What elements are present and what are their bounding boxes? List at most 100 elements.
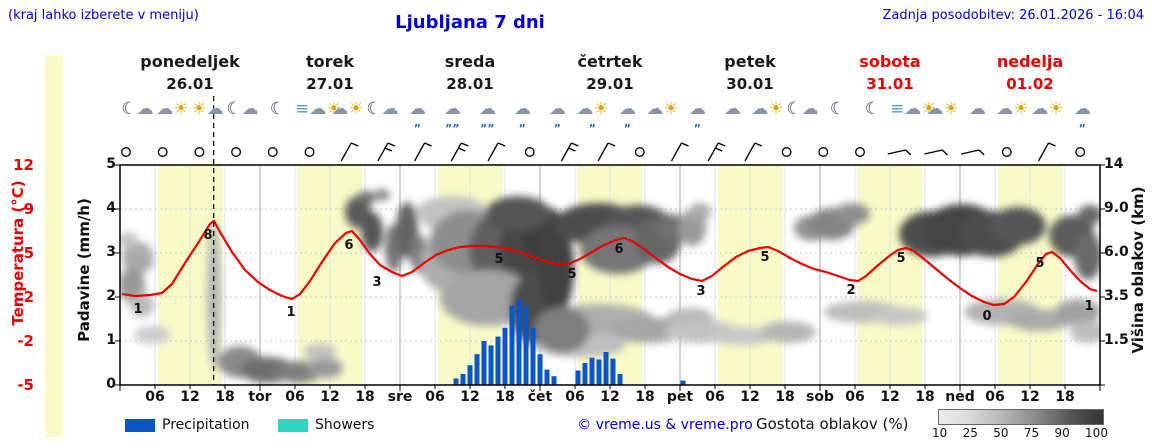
wind-barb-icon — [754, 142, 763, 147]
wind-barb-icon — [350, 142, 359, 147]
temperature-tick-label: 2 — [23, 288, 34, 306]
day-header: sobota 31.01 — [820, 52, 960, 93]
temperature-value-label: 3 — [696, 284, 705, 299]
weather-icon: ☁ „„ — [435, 94, 470, 140]
x-tick-label: 12 — [460, 389, 480, 405]
weather-icon: ☁ „ — [540, 94, 575, 140]
weather-icon-glyphs: ☾ — [260, 101, 295, 118]
weather-icon-glyphs: ☁ — [540, 101, 575, 118]
icon-glyph: ☾ — [864, 99, 881, 119]
day-date: 28.01 — [446, 75, 494, 93]
temperature-labels: 1 8 1 6 3 5 5 6 3 5 2 5 0 5 1 — [133, 228, 1093, 324]
weather-icon: ☾ — [820, 94, 855, 140]
precip-bar — [596, 359, 602, 385]
weather-icon-glyphs: ☁☀ — [995, 101, 1030, 118]
icon-glyph: ☁ — [206, 99, 224, 119]
temperature-value-label: 5 — [1035, 256, 1044, 271]
weather-icon-glyphs: ☁ — [680, 101, 715, 118]
temperature-tick-label: 12 — [13, 156, 34, 174]
weather-icon-glyphs: ☁ — [400, 101, 435, 118]
cloud-density-scale-labels: 10 25 50 75 90 100 — [932, 426, 1108, 440]
x-tick-label: 06 — [985, 389, 1005, 405]
weather-icon: ☁☀ — [1030, 94, 1065, 140]
icon-glyph: ☁ — [904, 99, 922, 119]
wind-calm-icon — [1001, 147, 1012, 157]
temperature-value-label: 5 — [896, 251, 905, 266]
wind-calm-icon — [1075, 147, 1086, 157]
icon-glyph: ≡ — [295, 99, 310, 119]
weather-icon-glyphs: ☁ — [715, 101, 750, 118]
temperature-value-label: 5 — [760, 250, 769, 265]
x-tick-label: 12 — [320, 389, 340, 405]
weather-icon: ☾☁ — [225, 94, 260, 140]
weather-icon: ☾ — [260, 94, 295, 140]
temperature-color-strip — [45, 55, 63, 437]
weather-icon: ☁ „ — [610, 94, 645, 140]
cloud-blob — [538, 220, 574, 316]
x-tick-label: 18 — [495, 389, 515, 405]
wind-barb-icon — [597, 142, 609, 162]
wind-barb-icon — [714, 147, 723, 152]
x-tick-label: 06 — [145, 389, 165, 405]
wind-barb-icon — [607, 142, 616, 147]
weather-icons-row: ☾☁ ☁☀ ☀☁ ☾☁ ☾ ≡☁☀ ☁☀ ☾☁ ☁ „ ☁ „„ ☁ „„ ☁ „ ☁ „ ☁☀ „ ☁ „ ☁☀ ☁ „ ☁ ☁☀… — [120, 94, 1100, 140]
weather-icon: ☁ „ — [680, 94, 715, 140]
credit-link[interactable]: © vreme.us & vreme.pro — [577, 417, 753, 433]
cloud-blob — [689, 203, 711, 221]
x-tick-label: 12 — [180, 389, 200, 405]
temperature-tick-label: -5 — [17, 376, 34, 394]
day-date: 30.01 — [726, 75, 774, 93]
temperature-value-label: 1 — [1084, 299, 1093, 314]
weather-icon: ☁☀ — [155, 94, 190, 140]
cloud-blob — [1074, 232, 1100, 280]
rain-drops-glyph: „ — [553, 116, 562, 129]
weather-icon-glyphs: ☾☁ — [365, 101, 400, 118]
cloud-blob — [1055, 299, 1100, 325]
showers-legend-label: Showers — [315, 417, 375, 433]
precip-tick-label: 4 — [106, 200, 116, 216]
x-tick-label: 18 — [775, 389, 795, 405]
cloud-blob — [1078, 205, 1100, 225]
weather-icon-glyphs: ≡☁☀ — [890, 99, 937, 119]
temperature-value-label: 8 — [203, 228, 212, 243]
weather-icon: ☁ — [960, 94, 995, 140]
cloud-blob — [134, 326, 170, 344]
cloud-blob — [361, 212, 383, 252]
cloud-blob — [1070, 321, 1100, 343]
icon-glyph: ☾ — [269, 99, 286, 119]
cloud-blob — [610, 317, 686, 343]
icon-glyph: ☀ — [593, 99, 609, 119]
x-tick-label: 06 — [425, 389, 445, 405]
icon-glyph: ☀ — [943, 99, 959, 119]
wind-calm-icon — [231, 147, 242, 157]
icon-glyph: ☀ — [173, 99, 189, 119]
x-tick-label: tor — [248, 389, 272, 405]
icon-glyph: ☁ — [136, 99, 154, 119]
precip-bar — [544, 369, 550, 385]
wind-barb-icon — [384, 147, 393, 152]
rain-drops-glyph: „ — [623, 116, 632, 129]
x-tick-label: sre — [387, 389, 413, 405]
day-name: petek — [724, 52, 776, 71]
weather-icon-glyphs: ☀☁ — [190, 101, 225, 118]
cloud-blob — [990, 207, 1046, 245]
wind-calm-icon — [855, 147, 865, 157]
weather-icon-glyphs: ☁ — [610, 101, 645, 118]
weather-icon-glyphs: ☁☀ — [925, 101, 960, 118]
x-tick-label: 12 — [1020, 389, 1040, 405]
x-tick-label: 06 — [565, 389, 585, 405]
wind-barb-icon — [905, 149, 912, 156]
weather-icon: ☁☀ — [645, 94, 680, 140]
wind-barb-icon — [487, 142, 499, 162]
precip-tick-label: 0 — [106, 376, 116, 392]
wind-barb-icon — [978, 149, 985, 156]
wind-barb-icon — [450, 142, 462, 162]
axis-ticks — [115, 164, 1105, 391]
cloud-blob — [357, 191, 375, 205]
day-date: 31.01 — [866, 75, 914, 93]
weather-icon-glyphs: ☾☁ — [225, 101, 260, 118]
rain-drops-glyph: „ — [413, 116, 422, 129]
rain-drops-glyph: „„ — [445, 116, 460, 129]
wind-barb-icon — [1037, 142, 1050, 162]
day-date: 27.01 — [306, 75, 354, 93]
